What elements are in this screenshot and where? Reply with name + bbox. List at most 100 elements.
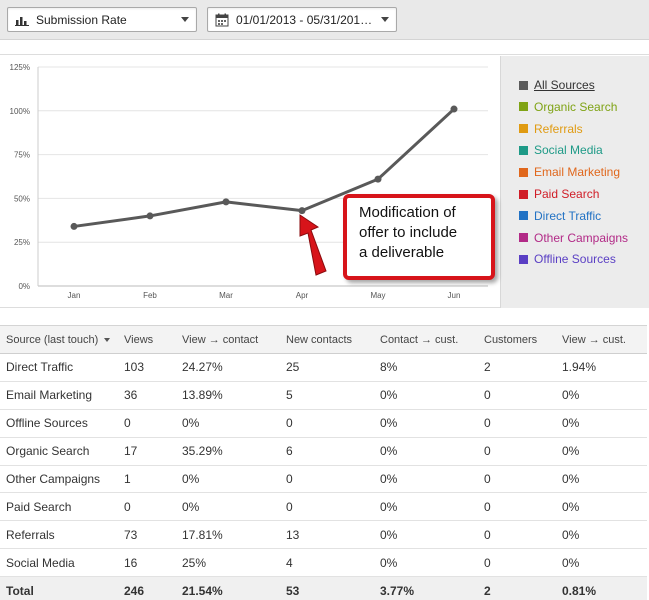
cell-views: 73 bbox=[118, 520, 176, 550]
annotation-arrow-icon bbox=[299, 214, 327, 276]
cell-customers: 0 bbox=[478, 548, 556, 578]
legend-item[interactable]: Email Marketing bbox=[519, 165, 620, 179]
legend-swatch bbox=[519, 124, 528, 134]
column-header-label: Source (last touch) bbox=[6, 333, 99, 346]
cell-source[interactable]: Offline Sources bbox=[0, 409, 118, 438]
cell-source[interactable]: Other Campaigns bbox=[0, 465, 118, 494]
cell-views: 1 bbox=[118, 465, 176, 494]
cell-customers: 0 bbox=[478, 520, 556, 550]
legend-swatch bbox=[519, 167, 528, 177]
cell-new-contacts: 0 bbox=[280, 409, 374, 438]
chart-panel: 0% 25% 50% 75% 100% 125% Jan Feb Mar Apr May Jun bbox=[0, 54, 649, 308]
table-row: Referrals 73 17.81% 13 0% 0 0% bbox=[0, 520, 647, 550]
calendar-icon bbox=[214, 12, 230, 28]
column-header-view-contact[interactable]: View → contact bbox=[176, 325, 280, 354]
legend-swatch bbox=[519, 80, 528, 90]
legend-swatch bbox=[519, 211, 528, 221]
legend-item[interactable]: Paid Search bbox=[519, 187, 599, 201]
legend-item[interactable]: Referrals bbox=[519, 122, 583, 136]
x-tick-label: Jun bbox=[448, 291, 461, 300]
cell-view-cust: 0% bbox=[556, 437, 647, 466]
metric-select-value: Submission Rate bbox=[36, 12, 127, 27]
x-tick-label: Mar bbox=[219, 291, 233, 300]
legend-item[interactable]: Other Campaigns bbox=[519, 231, 628, 245]
table-row: Offline Sources 0 0% 0 0% 0 0% bbox=[0, 409, 647, 438]
cell-contact-cust: 0% bbox=[374, 437, 478, 466]
legend-label: Organic Search bbox=[534, 99, 618, 114]
cell-view-cust: 0% bbox=[556, 381, 647, 410]
x-tick-label: Jan bbox=[68, 291, 81, 300]
cell-view-contact: 17.81% bbox=[176, 520, 280, 550]
cell-view-contact: 35.29% bbox=[176, 437, 280, 466]
cell-source[interactable]: Paid Search bbox=[0, 492, 118, 522]
total-cell-customers: 2 bbox=[478, 576, 556, 600]
total-cell-views: 246 bbox=[118, 576, 176, 600]
legend-item[interactable]: All Sources bbox=[519, 78, 595, 92]
date-range-select[interactable]: 01/01/2013 - 05/31/201… bbox=[207, 7, 397, 32]
x-tick-label: Apr bbox=[296, 291, 309, 300]
legend-item[interactable]: Social Media bbox=[519, 143, 603, 157]
cell-view-contact: 0% bbox=[176, 465, 280, 494]
column-header-source[interactable]: Source (last touch) bbox=[0, 325, 118, 354]
cell-contact-cust: 0% bbox=[374, 465, 478, 494]
cell-customers: 0 bbox=[478, 409, 556, 438]
cell-new-contacts: 13 bbox=[280, 520, 374, 550]
data-point bbox=[450, 105, 458, 113]
table-row: Direct Traffic 103 24.27% 25 8% 2 1.94% bbox=[0, 353, 647, 382]
cell-source[interactable]: Social Media bbox=[0, 548, 118, 578]
data-point bbox=[70, 222, 78, 230]
table-row: Organic Search 17 35.29% 6 0% 0 0% bbox=[0, 437, 647, 466]
legend-swatch bbox=[519, 145, 528, 155]
legend-label: Paid Search bbox=[534, 187, 600, 201]
column-header-customers[interactable]: Customers bbox=[478, 325, 556, 354]
total-cell-view-cust: 0.81% bbox=[556, 576, 647, 600]
column-header-new-contacts[interactable]: New contacts bbox=[280, 325, 374, 354]
report-toolbar: Submission Rate 01/01/2013 - 05/31/201… bbox=[0, 0, 649, 40]
cell-views: 17 bbox=[118, 437, 176, 466]
cell-view-cust: 0% bbox=[556, 409, 647, 438]
cell-contact-cust: 0% bbox=[374, 381, 478, 410]
legend-label: Direct Traffic bbox=[534, 208, 602, 223]
legend-item[interactable]: Direct Traffic bbox=[519, 209, 601, 223]
chevron-down-icon bbox=[181, 17, 189, 22]
column-header-view-cust[interactable]: View → cust. bbox=[556, 325, 647, 354]
cell-contact-cust: 0% bbox=[374, 492, 478, 522]
cell-source[interactable]: Referrals bbox=[0, 520, 118, 550]
cell-contact-cust: 0% bbox=[374, 409, 478, 438]
cell-view-contact: 25% bbox=[176, 548, 280, 578]
table-row: Social Media 16 25% 4 0% 0 0% bbox=[0, 548, 647, 578]
cell-view-contact: 0% bbox=[176, 409, 280, 438]
date-range-value: 01/01/2013 - 05/31/201… bbox=[236, 12, 373, 27]
column-header-views[interactable]: Views bbox=[118, 325, 176, 354]
cell-source[interactable]: Direct Traffic bbox=[0, 353, 118, 382]
legend-swatch bbox=[519, 102, 528, 112]
y-tick-label: 50% bbox=[14, 194, 30, 203]
cell-customers: 0 bbox=[478, 437, 556, 466]
cell-customers: 0 bbox=[478, 465, 556, 494]
cell-customers: 0 bbox=[478, 381, 556, 410]
cell-contact-cust: 0% bbox=[374, 520, 478, 550]
cell-new-contacts: 4 bbox=[280, 548, 374, 578]
legend-item[interactable]: Organic Search bbox=[519, 100, 617, 114]
cell-source[interactable]: Email Marketing bbox=[0, 381, 118, 410]
series-line bbox=[73, 107, 456, 228]
chart-legend: All Sources Organic Search Referrals Social… bbox=[500, 56, 649, 308]
column-header-contact-cust[interactable]: Contact → cust. bbox=[374, 325, 478, 354]
legend-item[interactable]: Offline Sources bbox=[519, 252, 616, 266]
legend-swatch bbox=[519, 233, 528, 243]
source-table: Source (last touch) Views View → contact… bbox=[0, 325, 649, 600]
annotation-line: a deliverable bbox=[359, 244, 445, 261]
legend-label: Social Media bbox=[534, 143, 603, 158]
total-cell-new-contacts: 53 bbox=[280, 576, 374, 600]
legend-swatch bbox=[519, 189, 528, 199]
legend-label: Referrals bbox=[534, 121, 583, 136]
total-cell-view-contact: 21.54% bbox=[176, 576, 280, 600]
cell-source[interactable]: Organic Search bbox=[0, 437, 118, 466]
metric-select[interactable]: Submission Rate bbox=[7, 7, 197, 32]
table-row: Paid Search 0 0% 0 0% 0 0% bbox=[0, 492, 647, 522]
cell-views: 0 bbox=[118, 409, 176, 438]
y-tick-label: 0% bbox=[18, 282, 30, 291]
cell-view-contact: 24.27% bbox=[176, 353, 280, 382]
cell-new-contacts: 6 bbox=[280, 437, 374, 466]
data-point bbox=[298, 207, 306, 215]
